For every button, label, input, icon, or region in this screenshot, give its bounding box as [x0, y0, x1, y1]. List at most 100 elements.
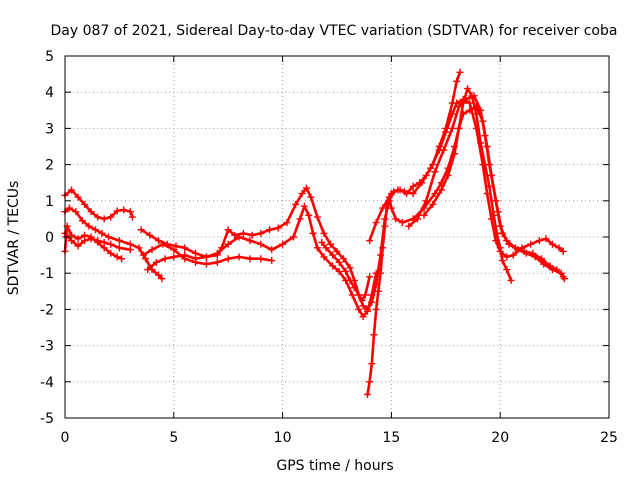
- data-point-marker: [448, 124, 456, 132]
- data-point-marker: [350, 284, 358, 292]
- data-point-marker: [296, 215, 304, 223]
- data-point-marker: [128, 213, 136, 221]
- series-line: [366, 87, 513, 396]
- data-point-marker: [107, 240, 115, 248]
- data-point-marker: [522, 249, 530, 257]
- data-point-marker: [126, 246, 134, 254]
- data-point-marker: [91, 226, 99, 234]
- data-point-marker: [74, 193, 82, 201]
- data-point-marker: [400, 188, 408, 196]
- data-point-marker: [394, 186, 402, 194]
- series-line: [146, 204, 378, 318]
- series-track-2: [61, 204, 166, 283]
- data-point-marker: [313, 244, 321, 252]
- data-point-marker: [366, 237, 374, 245]
- data-point-marker: [487, 171, 495, 179]
- data-point-marker: [459, 110, 467, 118]
- data-point-marker: [370, 331, 378, 339]
- y-tick-label: -2: [40, 302, 54, 318]
- data-point-marker: [503, 266, 511, 274]
- data-point-marker: [318, 238, 326, 246]
- series-track-10: [366, 95, 567, 261]
- data-point-marker: [548, 266, 556, 274]
- data-point-marker: [105, 233, 113, 241]
- data-point-marker: [379, 244, 387, 252]
- x-tick-label: 10: [274, 430, 292, 446]
- data-series-layer: [61, 68, 568, 398]
- y-tick-label: 3: [45, 121, 54, 137]
- data-point-marker: [409, 190, 417, 198]
- y-tick-label: -1: [40, 266, 54, 282]
- data-point-marker: [479, 117, 487, 125]
- y-tick-label: -5: [40, 411, 54, 427]
- data-point-marker: [453, 99, 461, 107]
- x-axis-label: GPS time / hours: [276, 458, 393, 474]
- chart-title: Day 087 of 2021, Sidereal Day-to-day VTE…: [51, 23, 618, 39]
- data-point-marker: [313, 213, 321, 221]
- data-point-marker: [115, 244, 123, 252]
- data-point-marker: [181, 251, 189, 259]
- data-point-marker: [74, 235, 82, 243]
- grid-layer: [65, 56, 609, 418]
- data-point-marker: [107, 213, 115, 221]
- data-point-marker: [115, 237, 123, 245]
- data-point-marker: [329, 251, 337, 259]
- data-point-marker: [274, 224, 282, 232]
- data-point-marker: [107, 249, 115, 257]
- data-point-marker: [431, 168, 439, 176]
- data-point-marker: [224, 255, 232, 263]
- data-point-marker: [346, 276, 354, 284]
- data-point-marker: [74, 242, 82, 250]
- data-point-marker: [509, 251, 517, 259]
- data-point-marker: [560, 275, 568, 283]
- x-tick-label: 15: [382, 430, 400, 446]
- data-point-marker: [300, 202, 308, 210]
- data-point-marker: [78, 217, 86, 225]
- y-tick-label: 5: [45, 49, 54, 65]
- data-point-marker: [148, 246, 156, 254]
- data-point-marker: [246, 237, 254, 245]
- data-point-marker: [158, 275, 166, 283]
- data-point-marker: [492, 237, 500, 245]
- data-point-marker: [68, 186, 76, 194]
- data-point-marker: [283, 219, 291, 227]
- data-point-marker: [257, 240, 265, 248]
- data-point-marker: [398, 219, 406, 227]
- data-point-marker: [135, 244, 143, 252]
- data-point-marker: [409, 182, 417, 190]
- data-point-marker: [340, 255, 348, 263]
- y-tick-label: 1: [45, 194, 54, 210]
- data-point-marker: [139, 251, 147, 259]
- data-point-marker: [466, 99, 474, 107]
- data-point-marker: [387, 190, 395, 198]
- series-track-1: [61, 186, 136, 223]
- data-point-marker: [466, 106, 474, 114]
- data-point-marker: [359, 313, 367, 321]
- data-point-marker: [498, 229, 506, 237]
- data-point-marker: [113, 207, 121, 215]
- data-point-marker: [100, 215, 108, 223]
- series-line: [63, 232, 132, 251]
- data-point-marker: [420, 211, 428, 219]
- data-point-marker: [202, 260, 210, 268]
- data-point-marker: [333, 247, 341, 255]
- data-point-marker: [320, 229, 328, 237]
- data-point-marker: [155, 271, 163, 279]
- data-point-marker: [257, 229, 265, 237]
- data-point-marker: [355, 305, 363, 313]
- data-point-marker: [120, 206, 128, 214]
- data-point-marker: [472, 124, 480, 132]
- data-point-marker: [557, 269, 565, 277]
- data-point-marker: [429, 200, 437, 208]
- data-point-marker: [448, 110, 456, 118]
- data-point-marker: [372, 305, 380, 313]
- data-point-marker: [542, 235, 550, 243]
- y-tick-label: 4: [45, 85, 54, 101]
- data-point-marker: [361, 291, 369, 299]
- data-point-marker: [346, 264, 354, 272]
- data-point-marker: [155, 237, 163, 245]
- data-point-marker: [418, 179, 426, 187]
- data-point-marker: [503, 253, 511, 261]
- data-point-marker: [422, 197, 430, 205]
- data-point-marker: [192, 255, 200, 263]
